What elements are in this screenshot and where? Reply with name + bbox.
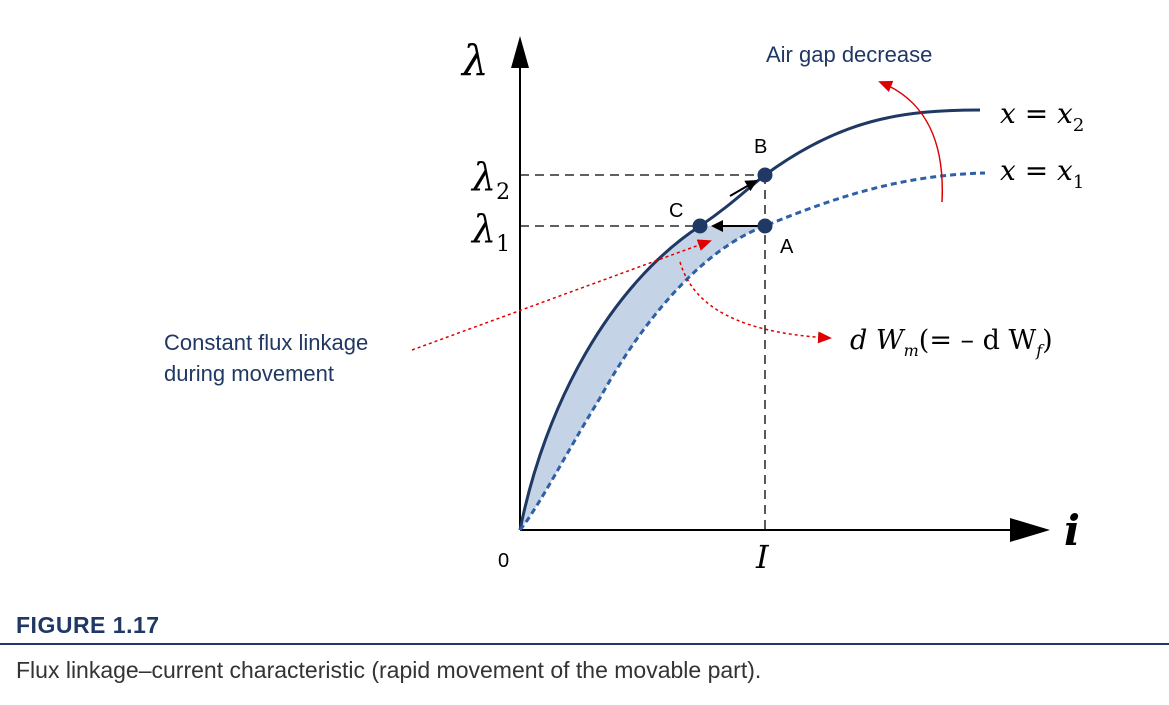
- origin-label: 0: [498, 550, 509, 572]
- point-C-label: C: [669, 200, 683, 222]
- constant-flux-note-line1: Constant flux linkage: [164, 330, 368, 355]
- title-divider: [0, 643, 1169, 645]
- figure-title: FIGURE 1.17: [16, 612, 160, 639]
- current-I-label: I: [755, 538, 770, 576]
- point-A-marker: [758, 219, 773, 234]
- curve-x2-solid: [520, 110, 980, 530]
- point-C-marker: [693, 219, 708, 234]
- y-axis-arrowhead: [511, 36, 529, 68]
- point-A-label: A: [780, 236, 794, 258]
- point-B-marker: [758, 168, 773, 183]
- lambda2-label: λ2: [470, 155, 510, 205]
- air-gap-arrow: [880, 82, 942, 202]
- energy-shaded-region: [520, 226, 765, 530]
- x-axis-arrowhead: [1010, 518, 1050, 542]
- x-axis-label: i: [1064, 506, 1080, 555]
- point-B-label: B: [754, 136, 767, 158]
- curve-x2-label: x = x2: [1000, 97, 1084, 136]
- energy-expression: d Wm(= – d Wf): [850, 325, 1053, 360]
- figure-caption: Flux linkage–current characteristic (rap…: [16, 657, 761, 684]
- y-axis-label: λ: [460, 36, 489, 85]
- air-gap-note: Air gap decrease: [766, 42, 932, 67]
- lambda1-label: λ1: [470, 207, 510, 257]
- energy-pointer: [680, 262, 830, 338]
- flux-linkage-current-diagram: λ i 0 I λ2 λ1 x = x2 x = x1 B C A Air ga…: [0, 0, 1169, 600]
- constant-flux-note-line2: during movement: [164, 361, 334, 386]
- curve-x1-label: x = x1: [1000, 154, 1084, 193]
